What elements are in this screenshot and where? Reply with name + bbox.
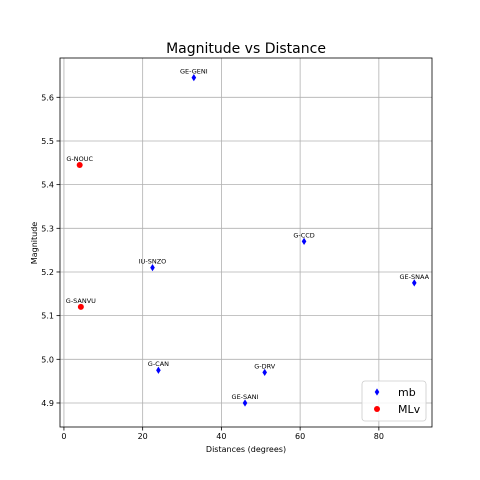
y-tick-label: 5.4 [41,181,54,190]
y-tick-label: 5.2 [41,268,54,277]
point-label: G-CAN [148,360,169,368]
x-tick-label: 40 [216,432,226,441]
legend-mlv-marker [374,406,380,412]
point-label: GE-SNAA [400,273,430,281]
point-label: G-SANVU [66,297,96,305]
data-points: GE-GENI G-CCD IU-SNZO GE-SNAA G-CAN G-DRV GE-S… [66,68,430,407]
mb-point [156,366,161,374]
mlv-point [77,303,84,310]
mb-point [411,279,417,287]
x-tick-label: 60 [295,432,305,441]
point-label: G-NOUC [66,155,93,163]
mlv-point [76,161,83,168]
x-tick-label: 80 [374,432,384,441]
x-tick-label: 20 [138,432,148,441]
axes: 0 20 40 60 80 4.9 5.0 5.1 5.2 5.3 5.4 5.5 5.6 [41,57,433,441]
legend: mb MLv [361,380,427,422]
mb-point [191,74,197,82]
mb-point [242,399,248,407]
chart-title: Magnitude vs Distance [166,41,326,57]
y-tick-label: 5.0 [41,355,54,364]
point-label: IU-SNZO [139,258,167,266]
y-tick-label: 4.9 [41,399,54,408]
y-axis-label: Magnitude [30,222,39,264]
x-tick-label: 0 [61,432,66,441]
point-label: G-CCD [293,231,314,239]
x-axis-label: Distances (degrees) [206,445,286,454]
y-tick-label: 5.5 [41,137,54,146]
plot-frame [59,57,433,428]
point-label: GE-GENI [180,68,208,76]
grid [60,58,432,427]
legend-label: MLv [398,403,421,416]
legend-mb-marker [374,388,380,396]
legend-label: mb [398,386,416,399]
y-tick-label: 5.1 [41,312,54,321]
point-label: G-DRV [254,362,276,370]
y-tick-label: 5.3 [41,224,54,233]
y-tick-label: 5.6 [41,93,54,102]
point-label: GE-SANI [232,393,259,401]
mb-point [262,368,267,377]
mb-point [301,237,307,246]
mb-point [150,264,155,272]
